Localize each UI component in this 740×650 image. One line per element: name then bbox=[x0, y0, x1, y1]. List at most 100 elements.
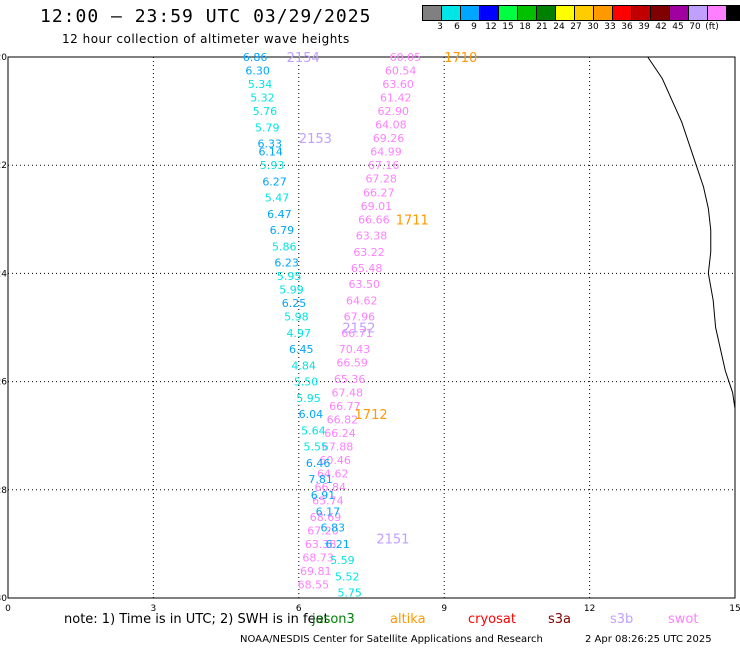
credit-text: NOAA/NESDIS Center for Satellite Applica… bbox=[240, 634, 543, 645]
wave-height-value: 67.16 bbox=[368, 159, 400, 172]
wave-height-value: 4.84 bbox=[291, 359, 316, 372]
wave-height-value: 69.26 bbox=[373, 132, 405, 145]
wave-height-value: 6.25 bbox=[282, 297, 307, 310]
wave-height-value: 69.01 bbox=[361, 200, 393, 213]
wave-height-value: 66.66 bbox=[358, 213, 390, 226]
wave-height-value: 6.23 bbox=[274, 257, 299, 270]
track-label: 2154 bbox=[287, 51, 320, 66]
wave-height-value: 66.84 bbox=[315, 481, 347, 494]
y-tick-label: -26 bbox=[0, 378, 7, 388]
x-tick-label: 9 bbox=[441, 604, 447, 614]
colorbar-label: 36 bbox=[621, 22, 633, 32]
note-text: note: 1) Time is in UTC; 2) SWH is in fe… bbox=[64, 612, 329, 627]
wave-height-value: 5.98 bbox=[284, 311, 309, 324]
wave-height-value: 6.45 bbox=[289, 343, 314, 356]
wave-height-value: 63.60 bbox=[382, 78, 414, 91]
wave-height-value: 60.05 bbox=[390, 51, 422, 64]
wave-height-value: 6.91 bbox=[311, 489, 336, 502]
page-subtitle: 12 hour collection of altimeter wave hei… bbox=[62, 32, 350, 46]
x-tick-label: 0 bbox=[5, 604, 11, 614]
wave-height-value: 7.81 bbox=[308, 473, 333, 486]
coastline bbox=[647, 56, 736, 409]
wave-height-value: 70.43 bbox=[339, 343, 371, 356]
wave-height-value: 5.99 bbox=[279, 284, 304, 297]
wave-height-value: 5.47 bbox=[265, 192, 290, 205]
wave-height-value: 65.48 bbox=[351, 262, 383, 275]
wave-height-value: 5.95 bbox=[296, 392, 321, 405]
colorbar-label: 30 bbox=[587, 22, 599, 32]
wave-height-value: 4.97 bbox=[287, 327, 312, 340]
wave-height-value: 5.93 bbox=[260, 159, 285, 172]
wave-height-value: 66.77 bbox=[329, 400, 361, 413]
wave-height-value: 66.59 bbox=[336, 357, 368, 370]
wave-height-value: 68.73 bbox=[302, 551, 334, 564]
legend-item-altika: altika bbox=[390, 612, 426, 627]
legend-item-swot: swot bbox=[668, 612, 699, 627]
y-tick-label: -24 bbox=[0, 269, 7, 279]
colorbar-label: 9 bbox=[471, 22, 477, 32]
wave-height-value: 6.83 bbox=[320, 522, 345, 535]
legend-item-cryosat: cryosat bbox=[468, 612, 516, 627]
wave-height-value: 63.38 bbox=[305, 538, 337, 551]
legend-item-s3b: s3b bbox=[610, 612, 634, 627]
y-tick-label: -22 bbox=[0, 161, 7, 171]
track-label: 2151 bbox=[376, 532, 409, 547]
wave-height-value: 65.74 bbox=[312, 495, 344, 508]
colorbar-label: 3 bbox=[437, 22, 443, 32]
wave-height-value: 60.46 bbox=[319, 454, 351, 467]
colorbar-label: (ft) bbox=[705, 22, 719, 32]
wave-height-value: 65.36 bbox=[334, 373, 366, 386]
wave-height-value: 69.81 bbox=[300, 565, 332, 578]
page-title: 12:00 – 23:59 UTC 03/29/2025 bbox=[40, 6, 372, 27]
wave-height-value: 61.42 bbox=[380, 92, 412, 105]
wave-height-value: 64.62 bbox=[317, 468, 349, 481]
wave-height-value: 6.86 bbox=[243, 51, 268, 64]
wave-height-value: 63.22 bbox=[353, 246, 385, 259]
wave-height-value: 6.17 bbox=[316, 505, 341, 518]
colorbar-label: 21 bbox=[536, 22, 548, 32]
track-label: 2153 bbox=[299, 132, 332, 147]
wave-height-value: 5.59 bbox=[330, 554, 355, 567]
wave-height-value: 5.32 bbox=[250, 92, 275, 105]
wave-height-value: 66.24 bbox=[324, 427, 356, 440]
wave-height-value: 66.27 bbox=[363, 186, 395, 199]
map-frame bbox=[7, 56, 736, 599]
wave-height-value: 6.14 bbox=[258, 146, 283, 159]
wave-height-value: 63.50 bbox=[348, 278, 380, 291]
x-tick-label: 15 bbox=[729, 604, 740, 614]
colorbar-label: 45 bbox=[672, 22, 684, 32]
colorbar-label: 42 bbox=[655, 22, 667, 32]
y-tick-label: -20 bbox=[0, 53, 7, 63]
wave-height-value: 5.55 bbox=[304, 441, 329, 454]
wave-height-value: 5.64 bbox=[301, 424, 326, 437]
track-label: 1710 bbox=[444, 51, 477, 66]
track-label: 2152 bbox=[342, 322, 375, 337]
wave-height-value: 6.79 bbox=[270, 224, 295, 237]
y-tick-label: -30 bbox=[0, 594, 7, 604]
wave-height-value: 5.75 bbox=[337, 587, 362, 600]
wave-height-value: 66.82 bbox=[327, 413, 359, 426]
wave-height-value: 5.86 bbox=[272, 240, 297, 253]
colorbar-label: 33 bbox=[604, 22, 616, 32]
wave-height-value: 6.21 bbox=[325, 538, 350, 551]
wave-height-value: 68.69 bbox=[310, 511, 342, 524]
wave-height-value: 64.99 bbox=[370, 146, 402, 159]
wave-height-value: 66.71 bbox=[341, 327, 373, 340]
track-label: 1712 bbox=[355, 408, 388, 423]
wave-height-value: 67.28 bbox=[365, 173, 397, 186]
colorbar-label: 6 bbox=[454, 22, 460, 32]
colorbar-label: 15 bbox=[502, 22, 514, 32]
wave-height-value: 6.46 bbox=[306, 457, 331, 470]
wave-height-value: 6.47 bbox=[267, 208, 292, 221]
colorbar-label: 12 bbox=[485, 22, 497, 32]
wave-height-value: 5.34 bbox=[248, 78, 273, 91]
legend-item-jason3: jason3 bbox=[312, 612, 355, 627]
wave-height-value: 6.27 bbox=[262, 175, 287, 188]
wave-height-value: 5.95 bbox=[277, 270, 302, 283]
wave-height-value: 5.79 bbox=[255, 121, 280, 134]
colorbar-label: 70 bbox=[689, 22, 701, 32]
y-tick-label: -28 bbox=[0, 486, 7, 496]
colorbar-label: 27 bbox=[570, 22, 582, 32]
wave-height-value: 5.76 bbox=[253, 105, 278, 118]
